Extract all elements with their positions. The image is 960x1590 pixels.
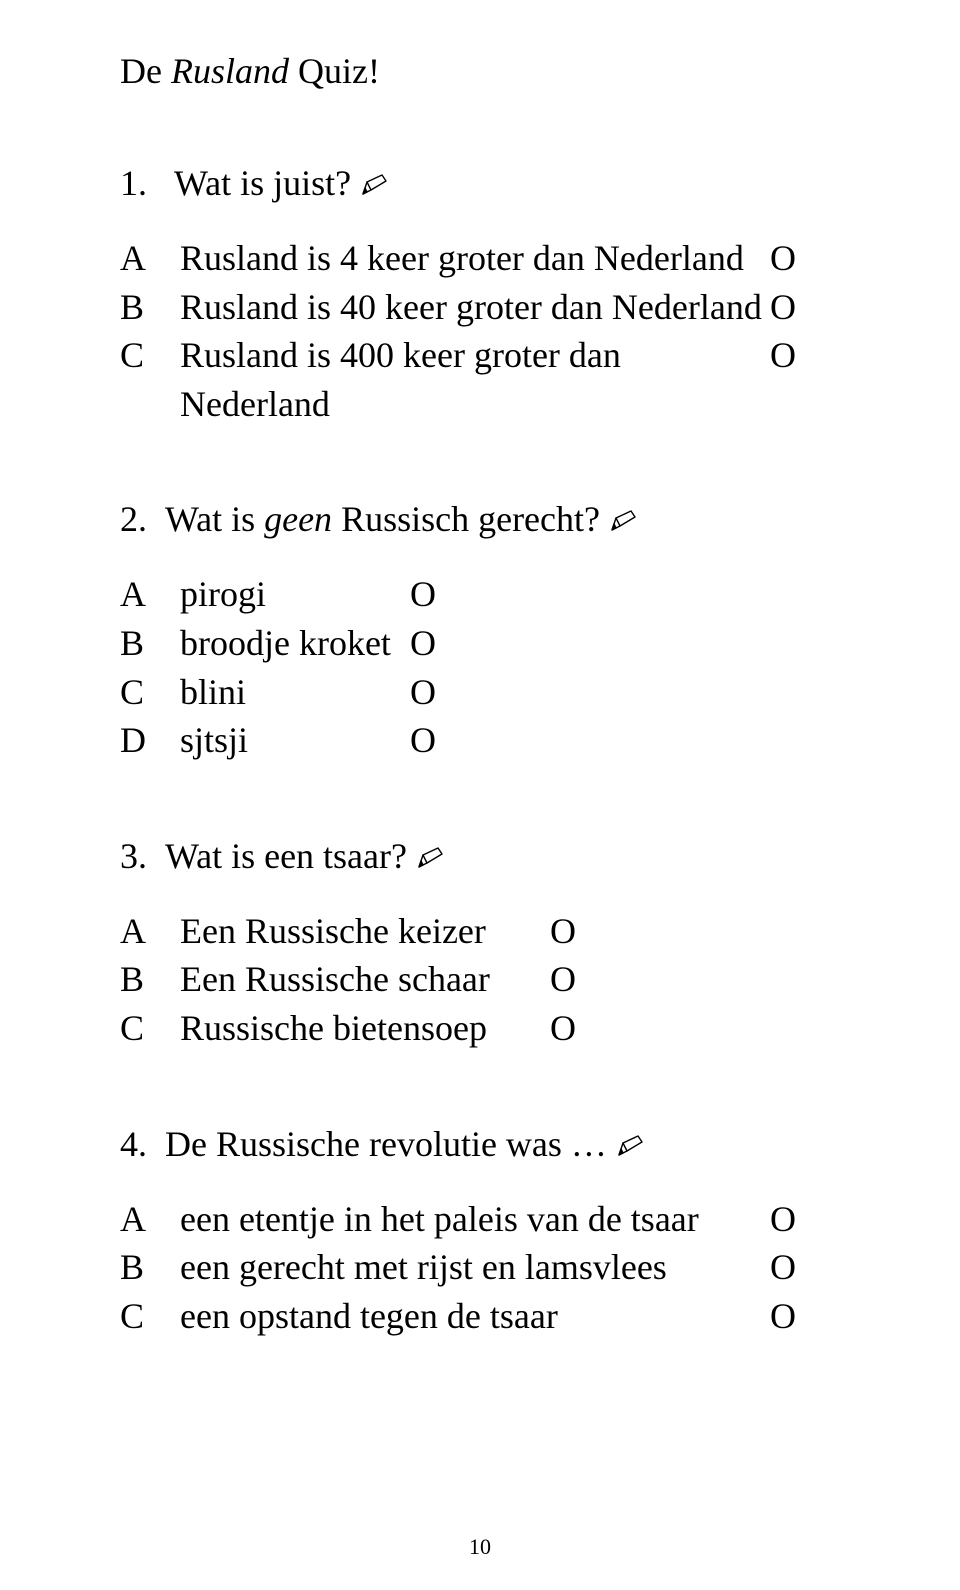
option-letter: C [120,1004,180,1053]
option-text: Een Russische schaar [180,955,550,1004]
option-text: Rusland is 400 keer groter dan Nederland [180,331,770,428]
question-2-options: A pirogi O B broodje kroket O C blini O … [120,570,840,764]
option-bubble[interactable]: O [770,1195,810,1244]
option-row: B Een Russische schaar O [120,955,840,1004]
option-letter: B [120,283,180,332]
option-bubble[interactable]: O [410,716,450,765]
option-row: A Een Russische keizer O [120,907,840,956]
page-number: 10 [0,1534,960,1560]
question-1: 1. Wat is juist? [120,162,840,204]
option-bubble[interactable]: O [410,619,450,668]
option-bubble[interactable]: O [550,955,590,1004]
question-2-pre: Wat is [165,499,264,539]
title-suffix: Quiz! [289,51,380,91]
option-row: C Rusland is 400 keer groter dan Nederla… [120,331,840,428]
option-row: D sjtsji O [120,716,840,765]
question-2-post: Russisch gerecht? [332,499,600,539]
question-4: 4. De Russische revolutie was … [120,1123,840,1165]
option-bubble[interactable]: O [550,907,590,956]
option-row: C blini O [120,668,840,717]
option-row: A een etentje in het paleis van de tsaar… [120,1195,840,1244]
option-text: broodje kroket [180,619,410,668]
option-letter: A [120,1195,180,1244]
option-text: sjtsji [180,716,410,765]
option-letter: B [120,1243,180,1292]
question-3-options: A Een Russische keizer O B Een Russische… [120,907,840,1053]
pencil-icon [416,837,446,863]
option-text: een opstand tegen de tsaar [180,1292,770,1341]
question-1-options: A Rusland is 4 keer groter dan Nederland… [120,234,840,428]
option-letter: D [120,716,180,765]
page-title: De Rusland Quiz! [120,50,840,92]
question-2-number: 2. [120,499,147,539]
question-3-number: 3. [120,836,147,876]
option-bubble[interactable]: O [770,1292,810,1341]
question-2-italic: geen [264,499,332,539]
pencil-icon [616,1125,646,1151]
option-row: C een opstand tegen de tsaar O [120,1292,840,1341]
option-bubble[interactable]: O [410,668,450,717]
title-italic: Rusland [171,51,289,91]
option-letter: A [120,907,180,956]
option-bubble[interactable]: O [770,1243,810,1292]
title-prefix: De [120,51,171,91]
question-4-options: A een etentje in het paleis van de tsaar… [120,1195,840,1341]
option-row: C Russische bietensoep O [120,1004,840,1053]
question-3: 3. Wat is een tsaar? [120,835,840,877]
option-bubble[interactable]: O [770,234,810,283]
option-bubble[interactable]: O [550,1004,590,1053]
option-text: blini [180,668,410,717]
question-4-number: 4. [120,1124,147,1164]
option-bubble[interactable]: O [770,331,810,428]
option-text: pirogi [180,570,410,619]
option-letter: A [120,234,180,283]
option-text: Rusland is 4 keer groter dan Nederland [180,234,770,283]
option-text: Russische bietensoep [180,1004,550,1053]
option-bubble[interactable]: O [770,283,810,332]
question-1-number: 1. [120,163,147,203]
option-letter: A [120,570,180,619]
option-row: A pirogi O [120,570,840,619]
option-letter: C [120,668,180,717]
quiz-page: De Rusland Quiz! 1. Wat is juist? A Rusl… [0,0,960,1590]
option-letter: B [120,619,180,668]
option-row: B Rusland is 40 keer groter dan Nederlan… [120,283,840,332]
option-row: A Rusland is 4 keer groter dan Nederland… [120,234,840,283]
option-letter: B [120,955,180,1004]
option-text: Een Russische keizer [180,907,550,956]
question-3-text: Wat is een tsaar? [165,836,407,876]
pencil-icon [609,500,639,526]
option-row: B een gerecht met rijst en lamsvlees O [120,1243,840,1292]
option-letter: C [120,1292,180,1341]
option-text: Rusland is 40 keer groter dan Nederland [180,283,770,332]
question-4-text: De Russische revolutie was … [165,1124,607,1164]
option-text: een etentje in het paleis van de tsaar [180,1195,770,1244]
option-bubble[interactable]: O [410,570,450,619]
question-2: 2. Wat is geen Russisch gerecht? [120,498,840,540]
question-1-text: Wat is juist? [174,163,351,203]
option-letter: C [120,331,180,428]
option-text: een gerecht met rijst en lamsvlees [180,1243,770,1292]
pencil-icon [360,164,390,190]
option-row: B broodje kroket O [120,619,840,668]
